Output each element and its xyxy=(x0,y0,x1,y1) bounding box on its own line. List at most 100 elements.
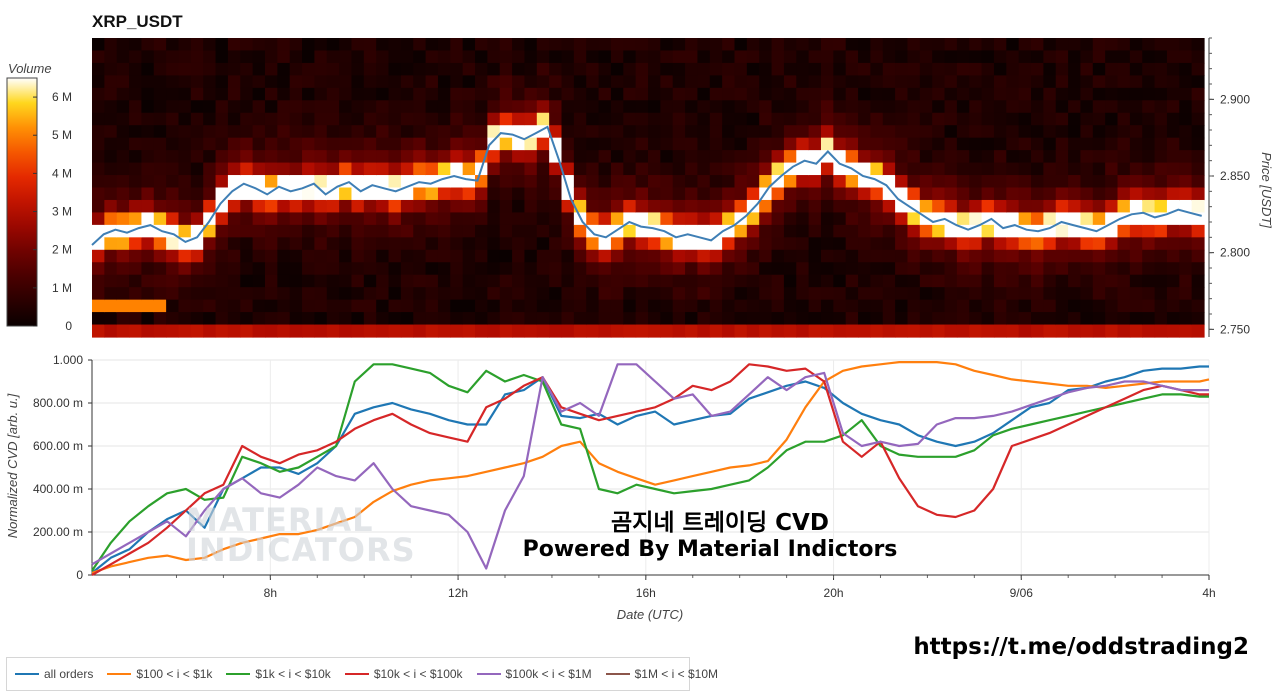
heatmap-cell xyxy=(104,125,118,139)
heatmap-cell xyxy=(820,224,834,238)
heatmap-cell xyxy=(524,212,538,226)
heatmap-cell xyxy=(1105,249,1119,263)
heatmap-cell xyxy=(697,262,711,276)
heatmap-cell xyxy=(116,38,130,52)
heatmap-cell xyxy=(685,199,699,214)
heatmap-cell xyxy=(759,274,773,288)
heatmap-cell xyxy=(227,62,241,76)
heatmap-cell xyxy=(166,199,180,214)
heatmap-cell xyxy=(870,224,884,238)
heatmap-cell xyxy=(746,50,760,64)
heatmap-cell xyxy=(932,50,946,64)
legend-label: $100k < i < $1M xyxy=(505,667,592,681)
telegram-link[interactable]: https://t.me/oddstrading2 xyxy=(913,634,1249,660)
heatmap-cell xyxy=(1129,137,1143,151)
heatmap-cell xyxy=(326,299,340,313)
heatmap-cell xyxy=(1080,262,1094,276)
heatmap-cell xyxy=(1191,162,1205,176)
heatmap-cell xyxy=(1006,199,1020,214)
heatmap-cell xyxy=(1006,249,1020,263)
heatmap-cell xyxy=(808,50,822,64)
heatmap-cell xyxy=(808,125,822,139)
legend-item[interactable]: $100k < i < $1M xyxy=(476,667,592,681)
heatmap-cell xyxy=(524,137,538,151)
heatmap-cell xyxy=(549,324,563,338)
heatmap-cell xyxy=(1142,125,1156,139)
heatmap-cell xyxy=(203,249,217,263)
heatmap-cell xyxy=(388,112,402,126)
heatmap-cell xyxy=(363,150,377,164)
heatmap-cell xyxy=(314,87,328,101)
heatmap-cell xyxy=(771,38,785,52)
heatmap-cell xyxy=(437,87,451,101)
heatmap-cell xyxy=(499,187,513,201)
heatmap-cell xyxy=(895,224,909,238)
heatmap-cell xyxy=(166,299,180,313)
heatmap-cell xyxy=(734,150,748,164)
heatmap-cell xyxy=(104,249,118,263)
heatmap-cell xyxy=(1092,312,1106,326)
heatmap-cell xyxy=(524,50,538,64)
heatmap-cell xyxy=(932,287,946,301)
heatmap-cell xyxy=(1043,87,1057,101)
heatmap-cell xyxy=(1043,112,1057,126)
heatmap-cell xyxy=(956,212,970,226)
heatmap-cell xyxy=(882,112,896,126)
heatmap-cell xyxy=(734,262,748,276)
heatmap-cell xyxy=(858,274,871,288)
colorbar-tick-label: 5 M xyxy=(52,128,72,142)
heatmap-cell xyxy=(277,224,291,238)
legend-item[interactable]: all orders xyxy=(15,667,93,681)
cvd-y-tick-label: 800.00 m xyxy=(33,396,83,410)
heatmap-cell xyxy=(190,324,204,338)
heatmap-cell xyxy=(1068,75,1082,89)
heatmap-cell xyxy=(685,150,699,164)
heatmap-cell xyxy=(302,62,315,76)
heatmap-cell xyxy=(524,299,538,313)
heatmap-cell xyxy=(363,212,377,226)
heatmap-cell xyxy=(178,224,192,238)
legend-item[interactable]: $1k < i < $10k xyxy=(226,667,331,681)
heatmap-cell xyxy=(586,324,600,338)
heatmap-cell xyxy=(289,150,303,164)
heatmap-cell xyxy=(302,150,315,164)
heatmap-cell xyxy=(1031,175,1044,189)
legend-item[interactable]: $10k < i < $100k xyxy=(344,667,463,681)
heatmap-cell xyxy=(425,212,439,226)
heatmap-cell xyxy=(141,299,155,313)
heatmap-cell xyxy=(475,75,488,89)
heatmap-cell xyxy=(462,137,476,151)
heatmap-cell xyxy=(413,212,427,226)
heatmap-cell xyxy=(746,112,760,126)
heatmap-cell xyxy=(326,237,340,251)
heatmap-cell xyxy=(1018,324,1032,338)
heatmap-cell xyxy=(524,287,538,301)
heatmap-cell xyxy=(104,100,118,114)
heatmap-cell xyxy=(450,112,464,126)
heatmap-cell xyxy=(635,87,649,101)
heatmap-cell xyxy=(709,162,723,176)
heatmap-cell xyxy=(524,150,538,164)
legend-item[interactable]: $1M < i < $10M xyxy=(605,667,718,681)
heatmap-cell xyxy=(178,187,192,201)
heatmap-cell xyxy=(746,137,760,151)
heatmap-cell xyxy=(845,299,859,313)
heatmap-cell xyxy=(413,75,427,89)
heatmap-cell xyxy=(981,175,995,189)
heatmap-cell xyxy=(536,274,550,288)
heatmap-cell xyxy=(820,262,834,276)
heatmap-cell xyxy=(685,237,699,251)
heatmap-cell xyxy=(1055,162,1069,176)
heatmap-cell xyxy=(845,87,859,101)
heatmap-cell xyxy=(610,75,624,89)
heatmap-cell xyxy=(400,249,414,263)
heatmap-cell xyxy=(660,212,674,226)
heatmap-cell xyxy=(178,87,192,101)
legend-item[interactable]: $100 < i < $1k xyxy=(107,667,212,681)
heatmap-cell xyxy=(487,237,501,251)
heatmap-cell xyxy=(178,38,192,52)
heatmap-cell xyxy=(190,87,204,101)
heatmap-cell xyxy=(858,87,871,101)
heatmap-cell xyxy=(660,137,674,151)
legend-label: $10k < i < $100k xyxy=(373,667,463,681)
